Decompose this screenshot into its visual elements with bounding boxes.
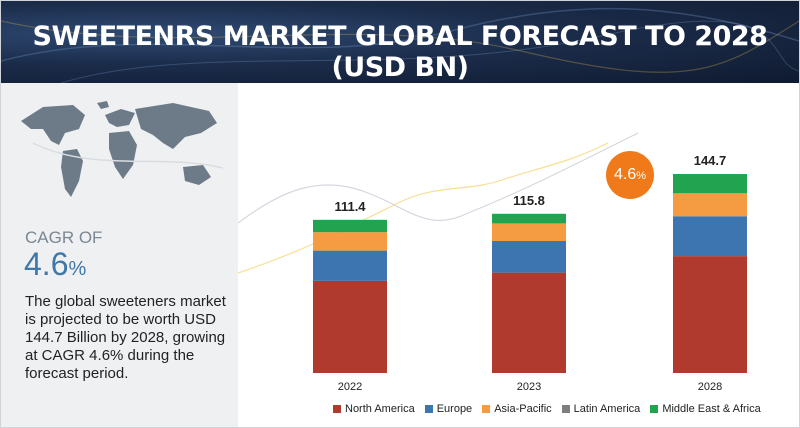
stacked-bar-chart: 111.4 2022 115.8 2023 144.7 2028 [238, 132, 747, 393]
legend-label: Latin America [573, 403, 641, 415]
banner-texture [1, 7, 799, 83]
decor-wave [238, 142, 609, 274]
bar-segment [492, 213, 566, 224]
bar-total-label: 111.4 [334, 199, 366, 214]
legend-swatch [650, 405, 659, 413]
legend-swatch [482, 405, 491, 413]
bar-segment [313, 280, 387, 373]
legend-swatch [424, 405, 433, 413]
bar-segment [673, 193, 747, 217]
bar-segment [313, 232, 387, 251]
summary-panel: CAGR OF 4.6% The global sweeteners marke… [1, 83, 238, 427]
legend-item: Asia-Pacific [482, 403, 552, 415]
cagr-percent-sign: % [68, 258, 87, 280]
title-banner: SWEETENRS MARKET GLOBAL FORECAST TO 2028… [1, 1, 799, 83]
bar-total-label: 115.8 [513, 193, 545, 208]
legend-label: Middle East & Africa [662, 403, 761, 415]
legend-item: North America [333, 403, 415, 415]
legend-swatch [561, 405, 570, 413]
bar-total-label: 144.7 [694, 153, 727, 168]
legend-label: Asia-Pacific [494, 403, 552, 415]
cagr-label: CAGR OF [25, 228, 103, 247]
bar-segment [492, 272, 566, 373]
cagr-value: 4.6% [24, 246, 86, 283]
x-tick-label: 2022 [338, 381, 362, 393]
x-tick-label: 2028 [698, 381, 722, 393]
legend-label: North America [345, 403, 415, 415]
world-map-icon [21, 101, 224, 197]
legend-label: Europe [436, 403, 473, 415]
legend-item: Middle East & Africa [650, 403, 761, 415]
cagr-number: 4.6 [24, 246, 69, 282]
bar-segment [673, 256, 747, 373]
growth-rate-percent: % [636, 170, 647, 182]
market-description: The global sweeteners market is projecte… [25, 293, 226, 382]
bar-segment [673, 216, 747, 257]
x-tick-label: 2023 [517, 381, 541, 393]
bar-segment [673, 174, 747, 194]
legend-item: Latin America [561, 403, 641, 415]
growth-rate-number: 4.6 [613, 166, 637, 183]
chart-area: 111.4 2022 115.8 2023 144.7 2028 4.6% North A… [238, 83, 799, 427]
bar-segment [313, 219, 387, 233]
bar-segment [492, 223, 566, 241]
growth-arrowhead [652, 151, 664, 161]
legend-swatch [333, 405, 341, 413]
growth-rate-badge: 4.6% [606, 151, 654, 199]
bar-segment [492, 241, 566, 273]
bar-segment [313, 250, 387, 281]
legend-item: Europe [424, 403, 473, 415]
decor-wave [238, 132, 639, 224]
chart-title: SWEETENRS MARKET GLOBAL FORECAST TO 2028… [32, 21, 768, 83]
chart-legend: North America Europe Asia-Pacific Latin Ame… [333, 403, 761, 415]
